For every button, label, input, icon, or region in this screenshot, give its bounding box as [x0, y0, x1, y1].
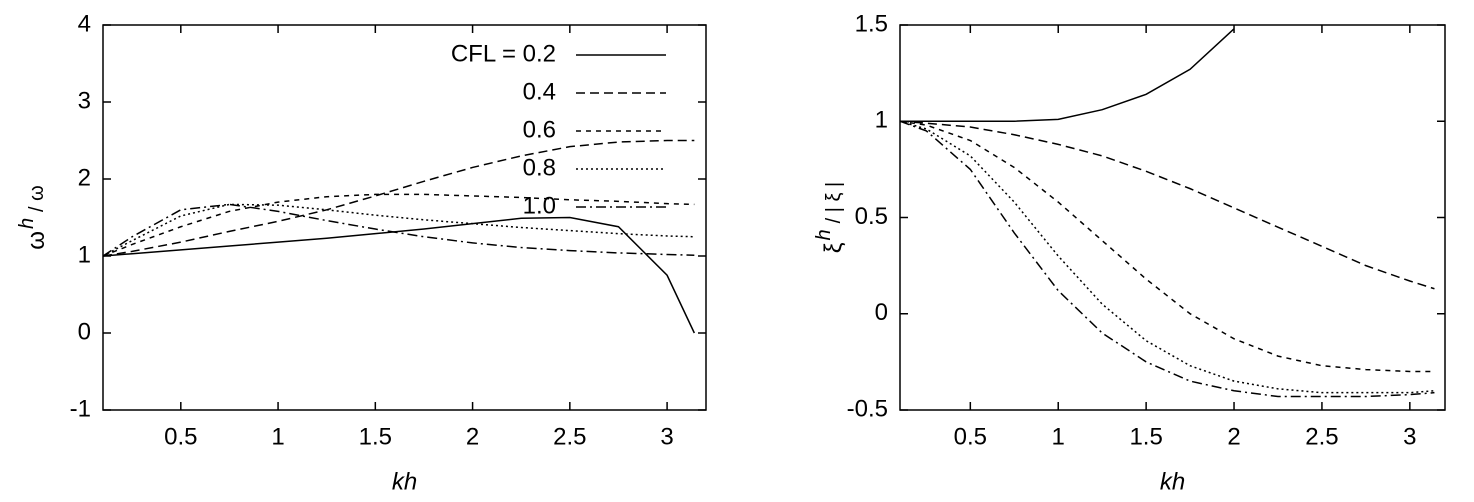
- x-tick-label: 2.5: [553, 423, 586, 450]
- data-line: [103, 139, 695, 257]
- x-tick-label: 3: [660, 423, 673, 450]
- y-tick-label: -1: [70, 395, 91, 422]
- y-axis-label: ωh / ω: [16, 185, 50, 250]
- x-tick-label: 1: [271, 423, 284, 450]
- data-line: [900, 120, 1435, 398]
- y-axis-label-part: ω: [23, 231, 50, 250]
- legend-label: 0.6: [523, 116, 556, 143]
- legend-label: 0.4: [523, 78, 556, 105]
- plot-frame: [102, 24, 707, 411]
- plot-frame: [899, 24, 1446, 411]
- data-line: [900, 120, 1435, 373]
- y-tick-label: 0: [875, 299, 888, 326]
- y-axis-label-part: / ω: [26, 185, 48, 212]
- legend-label: CFL = 0.2: [451, 40, 556, 67]
- legend-label: 1.0: [523, 192, 556, 219]
- x-tick-label: 1.5: [359, 423, 392, 450]
- x-axis-label: kh: [392, 468, 417, 495]
- y-tick-label: 0.5: [855, 203, 888, 230]
- data-line: [103, 203, 695, 257]
- y-tick-label: 4: [78, 10, 91, 37]
- x-tick-label: 1.5: [1129, 423, 1162, 450]
- data-line: [900, 28, 1235, 122]
- x-tick-label: 0.5: [164, 423, 197, 450]
- y-axis-label-part: / | ξ |: [823, 182, 845, 224]
- y-axis-label-part: ξ: [820, 242, 847, 253]
- data-line: [103, 193, 695, 257]
- x-tick-label: 0.5: [954, 423, 987, 450]
- data-line: [103, 216, 696, 334]
- x-tick-label: 2.5: [1305, 423, 1338, 450]
- x-tick-label: 3: [1403, 423, 1416, 450]
- y-axis-label-part: h: [16, 218, 38, 229]
- y-tick-label: 1: [875, 107, 888, 134]
- data-line: [103, 203, 695, 257]
- data-line: [900, 120, 1435, 394]
- y-axis-label-part: h: [813, 229, 835, 240]
- y-tick-label: 0: [78, 318, 91, 345]
- y-axis-label: ξh / | ξ |: [813, 182, 847, 253]
- x-tick-label: 1: [1052, 423, 1065, 450]
- y-tick-label: 3: [78, 87, 91, 114]
- y-tick-label: 2: [78, 164, 91, 191]
- x-axis-label: kh: [1160, 468, 1185, 495]
- x-tick-label: 2: [466, 423, 479, 450]
- y-tick-label: 1: [78, 241, 91, 268]
- data-line: [900, 120, 1435, 290]
- legend-label: 0.8: [523, 154, 556, 181]
- x-tick-label: 2: [1227, 423, 1240, 450]
- y-tick-label: 1.5: [855, 10, 888, 37]
- y-tick-label: -0.5: [847, 395, 888, 422]
